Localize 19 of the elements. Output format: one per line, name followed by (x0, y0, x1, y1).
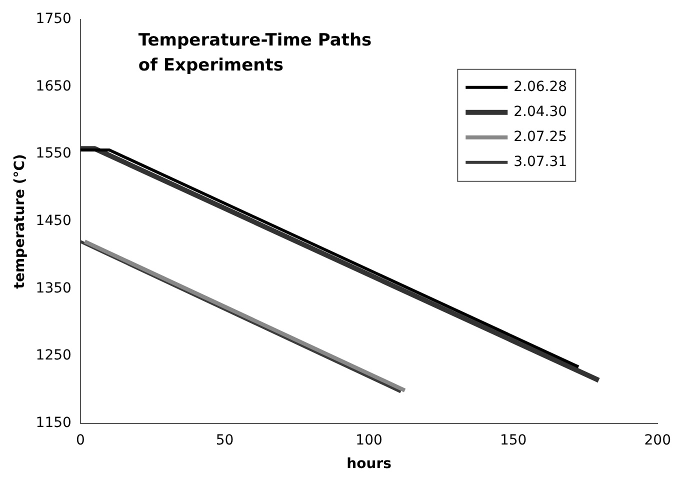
legend-label: 2.07.25 (514, 129, 568, 146)
y-tick-label: 1150 (36, 415, 72, 432)
x-tick-label: 0 (76, 432, 85, 448)
x-tick-label: 150 (500, 432, 527, 448)
y-tick-label: 1350 (36, 280, 72, 296)
text: Temperature-Time Paths of Experiments (138, 30, 372, 76)
legend-label: 2.06.28 (514, 79, 568, 96)
y-tick-label: 1750 (36, 11, 72, 28)
x-axis-title: hours (346, 456, 392, 472)
x-tick-label: 100 (356, 432, 382, 448)
y-tick-label: 1650 (36, 78, 72, 94)
legend-label: 2.04.30 (514, 104, 568, 120)
y-tick-label: 1450 (36, 213, 72, 230)
legend-label: 3.07.31 (514, 154, 568, 170)
x-tick-label: 50 (216, 432, 234, 448)
y-axis-title: temperature (°C) (12, 154, 28, 289)
y-tick-label: 1250 (36, 348, 72, 364)
x-tick-label: 200 (644, 432, 672, 448)
y-tick-label: 1550 (36, 146, 72, 162)
